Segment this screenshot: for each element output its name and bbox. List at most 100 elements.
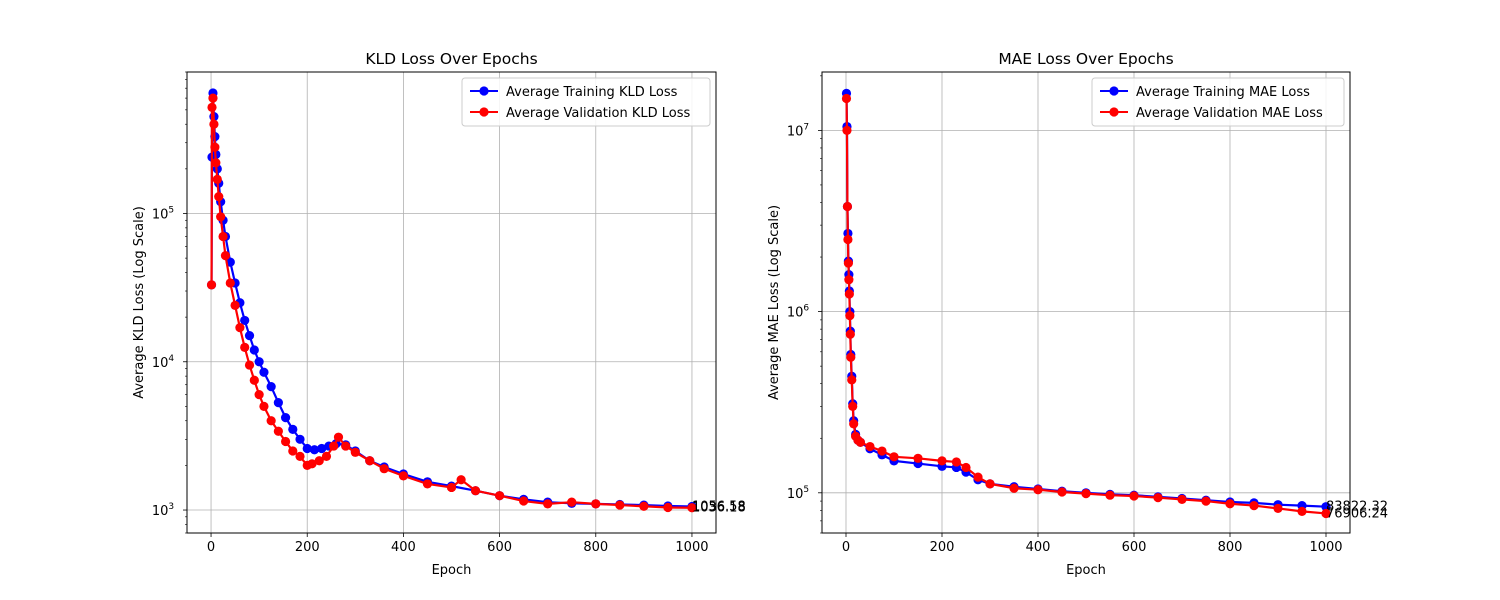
data-point bbox=[844, 289, 854, 299]
y-tick-base: 10 bbox=[787, 306, 804, 321]
legend-marker bbox=[1109, 107, 1119, 117]
y-tick-exponent: 5 bbox=[168, 205, 174, 215]
data-point bbox=[639, 501, 649, 511]
data-point bbox=[280, 413, 291, 423]
data-point bbox=[470, 486, 481, 496]
series-line bbox=[845, 93, 1327, 508]
data-point bbox=[211, 158, 221, 168]
data-point bbox=[321, 451, 332, 461]
series-training bbox=[841, 88, 1331, 512]
data-point bbox=[266, 416, 276, 426]
data-point bbox=[615, 500, 625, 510]
x-tick-label: 800 bbox=[1218, 540, 1243, 555]
data-point bbox=[973, 472, 983, 482]
data-point bbox=[249, 375, 259, 385]
data-point bbox=[841, 93, 852, 104]
legend-marker bbox=[479, 107, 489, 117]
data-point bbox=[846, 352, 856, 362]
y-tick-exponent: 5 bbox=[803, 485, 809, 495]
x-axis-label: Epoch bbox=[432, 563, 472, 578]
legend: Average Training KLD Loss Average Validat… bbox=[461, 77, 711, 127]
data-point bbox=[365, 456, 375, 466]
data-point bbox=[865, 441, 875, 452]
y-tick-base: 10 bbox=[152, 356, 169, 371]
data-point bbox=[446, 482, 457, 493]
data-point bbox=[341, 441, 351, 451]
data-point bbox=[240, 342, 250, 352]
y-tick-label: 105 bbox=[787, 485, 809, 502]
series-line bbox=[845, 98, 1327, 515]
series-validation bbox=[206, 93, 697, 513]
x-tick-label: 1000 bbox=[675, 540, 708, 555]
data-point bbox=[951, 457, 962, 467]
y-tick-label: 105 bbox=[152, 205, 174, 222]
chart-title: KLD Loss Over Epochs bbox=[365, 50, 537, 68]
legend: Average Training MAE Loss Average Validat… bbox=[1091, 77, 1345, 127]
data-point bbox=[961, 462, 971, 473]
data-point bbox=[329, 441, 339, 451]
data-point bbox=[254, 390, 264, 400]
end-value-label: 1056.58 bbox=[692, 499, 746, 514]
data-point bbox=[1273, 503, 1283, 514]
data-point bbox=[842, 201, 853, 212]
data-point bbox=[519, 496, 529, 506]
series-line bbox=[210, 97, 692, 509]
y-tick-label: 107 bbox=[787, 122, 809, 139]
data-point bbox=[259, 367, 269, 377]
axes-frame bbox=[821, 71, 1351, 534]
data-point bbox=[494, 491, 505, 501]
y-axis-label: Average MAE Loss (Log Scale) bbox=[767, 205, 782, 400]
x-tick-label: 200 bbox=[930, 540, 955, 555]
data-point bbox=[937, 456, 947, 466]
y-tick-exponent: 6 bbox=[803, 304, 809, 314]
data-point bbox=[212, 174, 222, 184]
data-point bbox=[842, 125, 852, 135]
data-point bbox=[877, 446, 887, 456]
data-point bbox=[210, 142, 220, 152]
y-tick-exponent: 4 bbox=[168, 354, 174, 364]
data-point bbox=[254, 357, 264, 367]
data-point bbox=[230, 300, 240, 310]
x-tick-label: 600 bbox=[487, 540, 512, 555]
y-tick-base: 10 bbox=[787, 487, 804, 502]
y-tick-label: 103 bbox=[152, 502, 174, 519]
legend-box bbox=[1091, 77, 1345, 127]
data-point bbox=[1321, 502, 1331, 512]
y-tick-label: 104 bbox=[152, 354, 175, 371]
legend-label: Average Validation MAE Loss bbox=[1136, 106, 1323, 121]
data-point bbox=[207, 102, 217, 112]
series-validation bbox=[841, 93, 1331, 519]
data-point bbox=[1105, 490, 1115, 500]
y-tick-base: 10 bbox=[152, 207, 169, 222]
legend-marker bbox=[1109, 86, 1119, 96]
y-tick-exponent: 3 bbox=[168, 502, 174, 512]
data-point bbox=[280, 436, 291, 447]
data-point bbox=[295, 451, 305, 461]
y-tick-label: 106 bbox=[787, 304, 810, 321]
data-point bbox=[266, 381, 276, 392]
data-point bbox=[422, 479, 433, 489]
data-point bbox=[591, 499, 601, 509]
data-point bbox=[543, 499, 553, 509]
data-point bbox=[216, 212, 226, 222]
data-point bbox=[843, 234, 853, 245]
data-point bbox=[206, 280, 217, 290]
data-point bbox=[1153, 493, 1163, 503]
y-tick-base: 10 bbox=[152, 504, 169, 519]
x-tick-label: 400 bbox=[1026, 540, 1051, 555]
data-point bbox=[889, 452, 899, 462]
y-tick-exponent: 7 bbox=[803, 122, 809, 132]
data-point bbox=[663, 502, 673, 513]
data-point bbox=[1249, 500, 1259, 511]
data-point bbox=[1009, 483, 1019, 493]
legend-box bbox=[461, 77, 711, 127]
data-point bbox=[317, 443, 327, 454]
x-tick-label: 200 bbox=[295, 540, 320, 555]
x-tick-label: 800 bbox=[583, 540, 608, 555]
data-point bbox=[288, 424, 298, 434]
data-point bbox=[214, 191, 224, 202]
x-axis-label: Epoch bbox=[1066, 563, 1106, 578]
series-training bbox=[206, 88, 697, 512]
